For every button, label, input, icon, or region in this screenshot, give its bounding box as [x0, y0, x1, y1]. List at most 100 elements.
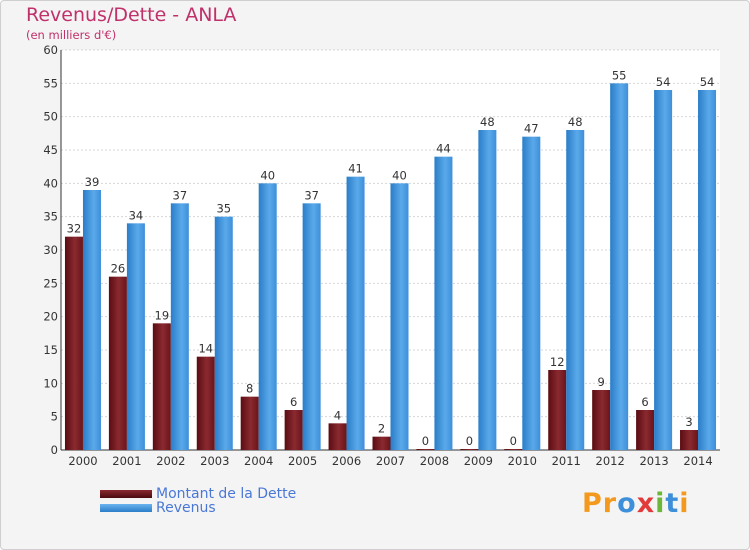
data-label: 39	[85, 175, 100, 189]
legend-swatch-revenus	[100, 504, 152, 512]
x-tick-label: 2014	[683, 454, 712, 468]
y-tick-label: 0	[51, 443, 58, 457]
data-label: 48	[568, 115, 583, 129]
bar-dette-2000	[64, 236, 83, 450]
data-label: 0	[510, 434, 517, 448]
bar-dette-2007	[372, 436, 391, 450]
x-tick-label: 2010	[508, 454, 537, 468]
bar-revenus-2008	[434, 156, 453, 450]
x-tick-label: 2013	[639, 454, 668, 468]
bar-revenus-2013	[654, 90, 673, 450]
legend-item-dette: Montant de la Dette	[100, 486, 296, 502]
bar-revenus-2005	[302, 203, 321, 450]
data-label: 3	[685, 415, 692, 429]
bar-revenus-2014	[698, 90, 717, 450]
bar-revenus-2003	[214, 216, 233, 450]
y-tick-label: 35	[43, 210, 58, 224]
data-label: 40	[260, 168, 275, 182]
data-label: 35	[216, 202, 231, 216]
y-tick-label: 5	[51, 410, 58, 424]
x-tick-label: 2012	[596, 454, 625, 468]
logo-letter: o	[617, 488, 637, 519]
x-tick-label: 2006	[332, 454, 361, 468]
bar-dette-2002	[152, 323, 171, 450]
logo-letter: i	[679, 488, 690, 519]
data-label: 32	[67, 222, 82, 236]
chart-title: Revenus/Dette - ANLA	[26, 4, 237, 26]
bar-dette-2013	[636, 410, 655, 450]
data-label: 41	[348, 162, 363, 176]
bar-dette-2005	[284, 410, 303, 450]
data-label: 12	[550, 355, 565, 369]
logo-letter: t	[665, 488, 680, 519]
legend-label-revenus: Revenus	[156, 500, 216, 516]
x-tick-label: 2007	[376, 454, 405, 468]
bar-dette-2011	[548, 370, 567, 450]
data-label: 54	[656, 75, 671, 89]
bar-revenus-2007	[390, 183, 409, 451]
chart-subtitle: (en milliers d'€)	[26, 28, 117, 42]
data-label: 44	[436, 142, 451, 156]
data-label: 47	[524, 122, 539, 136]
bar-revenus-2004	[258, 183, 277, 451]
y-tick-label: 50	[43, 110, 58, 124]
data-label: 55	[612, 68, 627, 82]
x-tick-label: 2004	[244, 454, 273, 468]
legend-swatch-dette	[100, 490, 152, 498]
data-label: 6	[290, 395, 297, 409]
y-tick-label: 40	[43, 176, 58, 190]
data-label: 37	[304, 188, 319, 202]
bar-dette-2010	[504, 449, 523, 450]
x-tick-label: 2008	[420, 454, 449, 468]
data-label: 19	[155, 308, 170, 322]
data-label: 54	[700, 75, 715, 89]
bar-revenus-2009	[478, 130, 497, 450]
bar-dette-2004	[240, 396, 259, 450]
bar-revenus-2012	[610, 83, 629, 450]
bar-dette-2008	[416, 449, 435, 450]
data-label: 34	[129, 208, 144, 222]
proxiti-logo: Proxiti	[582, 488, 690, 519]
data-label: 26	[111, 262, 126, 276]
logo-letter: i	[655, 488, 666, 519]
bar-revenus-2002	[170, 203, 189, 450]
x-tick-label: 2000	[68, 454, 97, 468]
y-tick-label: 45	[43, 143, 58, 157]
data-label: 37	[173, 188, 188, 202]
bar-revenus-2001	[126, 223, 145, 450]
legend-item-revenus: Revenus	[100, 500, 216, 516]
x-tick-label: 2005	[288, 454, 317, 468]
bar-revenus-2011	[566, 130, 585, 450]
x-tick-label: 2011	[552, 454, 581, 468]
y-tick-label: 60	[43, 43, 58, 57]
x-tick-label: 2001	[112, 454, 141, 468]
bar-dette-2012	[592, 390, 611, 450]
data-label: 9	[598, 375, 605, 389]
bar-dette-2001	[108, 276, 127, 450]
y-tick-label: 10	[43, 376, 58, 390]
y-tick-label: 15	[43, 343, 58, 357]
data-label: 2	[378, 422, 385, 436]
logo-letter: x	[636, 488, 656, 519]
data-label: 6	[641, 395, 648, 409]
legend-label-dette: Montant de la Dette	[156, 486, 297, 502]
y-tick-label: 55	[43, 76, 58, 90]
data-label: 40	[392, 168, 407, 182]
bar-revenus-2000	[82, 190, 101, 450]
data-label: 4	[334, 408, 341, 422]
data-label: 48	[480, 115, 495, 129]
bar-revenus-2006	[346, 176, 365, 450]
x-tick-label: 2003	[200, 454, 229, 468]
bar-dette-2009	[460, 449, 479, 450]
bar-dette-2014	[680, 430, 699, 450]
y-tick-label: 30	[43, 243, 58, 257]
logo-letter: r	[602, 488, 618, 519]
bar-revenus-2010	[522, 136, 541, 450]
bar-dette-2006	[328, 423, 347, 450]
x-tick-label: 2002	[156, 454, 185, 468]
data-label: 0	[422, 434, 429, 448]
x-tick-label: 2009	[464, 454, 493, 468]
data-label: 0	[466, 434, 473, 448]
y-tick-label: 25	[43, 276, 58, 290]
